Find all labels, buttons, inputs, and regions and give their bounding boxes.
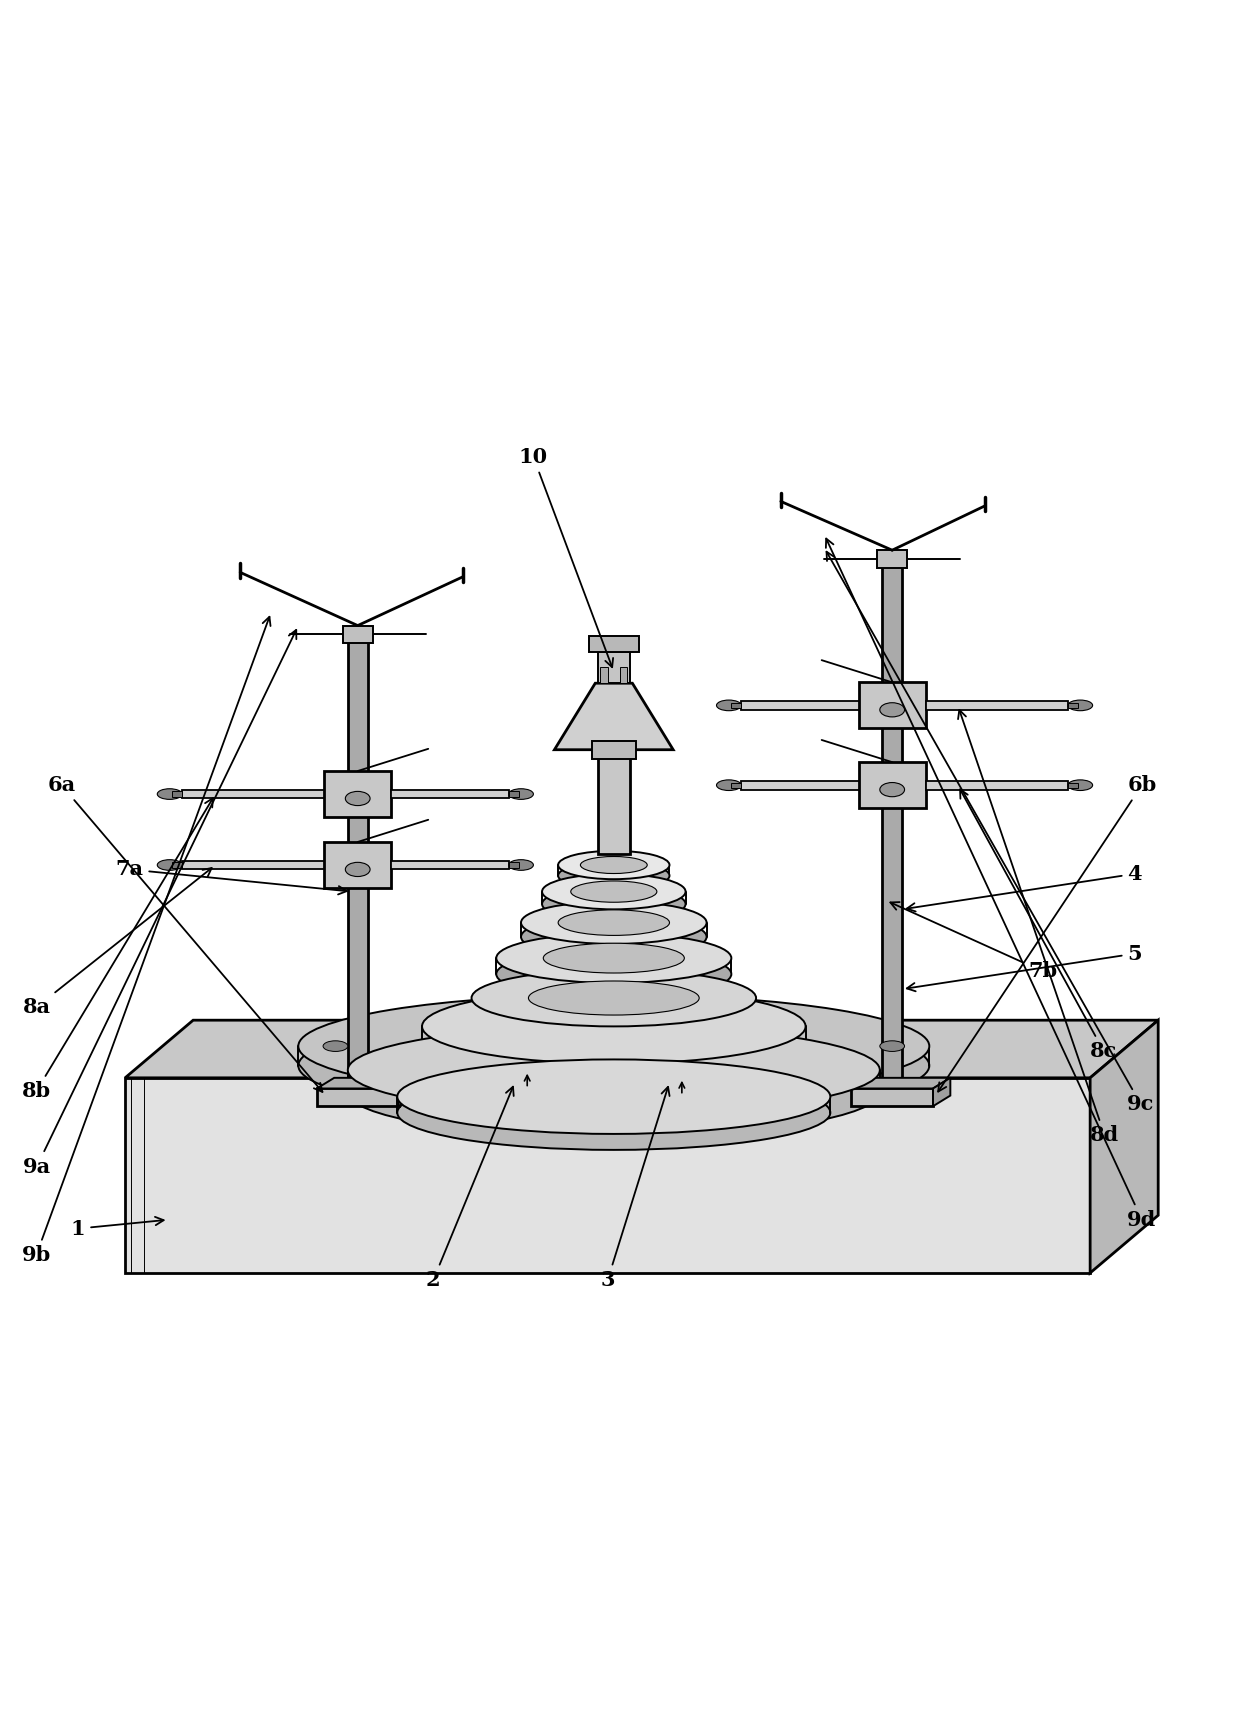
Ellipse shape xyxy=(717,701,742,711)
Ellipse shape xyxy=(345,862,370,877)
Bar xyxy=(598,652,630,683)
Bar xyxy=(508,862,518,868)
Text: 9a: 9a xyxy=(22,630,296,1176)
Bar xyxy=(878,550,906,567)
Ellipse shape xyxy=(345,791,370,806)
Bar xyxy=(742,701,859,709)
Text: 9c: 9c xyxy=(827,552,1154,1114)
Bar xyxy=(598,749,630,855)
Polygon shape xyxy=(554,683,673,749)
Ellipse shape xyxy=(880,702,904,716)
Text: 4: 4 xyxy=(906,863,1142,912)
Ellipse shape xyxy=(397,1076,831,1150)
Bar xyxy=(742,780,859,789)
Ellipse shape xyxy=(299,1014,929,1118)
Text: 8c: 8c xyxy=(960,789,1117,1060)
Ellipse shape xyxy=(496,950,732,998)
Text: 6a: 6a xyxy=(47,775,322,1092)
Bar xyxy=(1068,782,1078,787)
Bar xyxy=(925,780,1068,789)
Bar xyxy=(391,789,508,799)
Bar xyxy=(391,860,508,870)
Text: 8b: 8b xyxy=(22,798,213,1100)
Bar xyxy=(925,701,1068,709)
Ellipse shape xyxy=(508,860,533,870)
Ellipse shape xyxy=(880,1041,904,1052)
Ellipse shape xyxy=(740,1081,765,1092)
Ellipse shape xyxy=(521,915,707,958)
Ellipse shape xyxy=(471,969,756,1026)
Ellipse shape xyxy=(1068,701,1092,711)
Bar xyxy=(325,772,391,817)
Ellipse shape xyxy=(1068,780,1092,791)
Ellipse shape xyxy=(299,995,929,1097)
Ellipse shape xyxy=(397,1059,831,1133)
Ellipse shape xyxy=(324,1041,347,1052)
Bar xyxy=(508,791,518,798)
Ellipse shape xyxy=(347,1026,880,1114)
Bar xyxy=(325,843,391,887)
Polygon shape xyxy=(125,1021,1158,1078)
Text: 8a: 8a xyxy=(22,868,212,1017)
Ellipse shape xyxy=(543,943,684,972)
Ellipse shape xyxy=(521,901,707,945)
Text: 8d: 8d xyxy=(959,709,1120,1145)
Bar xyxy=(589,637,639,652)
Ellipse shape xyxy=(463,1081,487,1092)
Text: 9d: 9d xyxy=(826,538,1157,1230)
Ellipse shape xyxy=(496,932,732,983)
Ellipse shape xyxy=(570,881,657,903)
Text: 5: 5 xyxy=(906,943,1142,991)
Text: 7b: 7b xyxy=(890,901,1058,981)
Ellipse shape xyxy=(558,910,670,936)
Ellipse shape xyxy=(880,782,904,798)
Bar xyxy=(732,782,742,787)
Polygon shape xyxy=(398,1078,415,1105)
Text: 2: 2 xyxy=(427,1086,513,1291)
Text: 6b: 6b xyxy=(939,775,1157,1092)
Text: 7a: 7a xyxy=(115,860,347,894)
Bar xyxy=(859,763,925,808)
Ellipse shape xyxy=(471,988,756,1045)
Bar xyxy=(172,791,182,798)
Bar xyxy=(317,1088,398,1105)
Ellipse shape xyxy=(580,856,647,874)
Ellipse shape xyxy=(528,981,699,1016)
Bar xyxy=(343,626,372,644)
Ellipse shape xyxy=(558,851,670,879)
Ellipse shape xyxy=(157,789,182,799)
Ellipse shape xyxy=(542,886,686,922)
Ellipse shape xyxy=(717,780,742,791)
Polygon shape xyxy=(852,1078,950,1088)
Polygon shape xyxy=(125,1078,1090,1273)
Ellipse shape xyxy=(740,1002,765,1012)
Text: 9b: 9b xyxy=(21,618,270,1265)
Text: 3: 3 xyxy=(600,1086,670,1291)
Polygon shape xyxy=(1090,1021,1158,1273)
Polygon shape xyxy=(932,1078,950,1105)
Bar xyxy=(172,862,182,868)
Ellipse shape xyxy=(157,860,182,870)
Bar xyxy=(182,789,325,799)
Text: 1: 1 xyxy=(71,1216,164,1239)
Ellipse shape xyxy=(542,874,686,910)
Ellipse shape xyxy=(558,862,670,889)
Ellipse shape xyxy=(347,1048,880,1137)
Ellipse shape xyxy=(422,990,806,1064)
Ellipse shape xyxy=(422,1012,806,1086)
Bar xyxy=(1068,702,1078,708)
Bar xyxy=(620,668,627,683)
Bar xyxy=(591,740,636,758)
Ellipse shape xyxy=(463,1002,487,1012)
Bar xyxy=(883,559,901,1092)
Bar xyxy=(600,668,608,683)
Polygon shape xyxy=(317,1078,415,1088)
Bar xyxy=(347,635,367,1092)
Ellipse shape xyxy=(508,789,533,799)
Bar xyxy=(852,1088,932,1105)
Bar xyxy=(182,860,325,870)
Bar xyxy=(859,682,925,728)
Text: 10: 10 xyxy=(518,446,613,668)
Bar xyxy=(732,702,742,708)
